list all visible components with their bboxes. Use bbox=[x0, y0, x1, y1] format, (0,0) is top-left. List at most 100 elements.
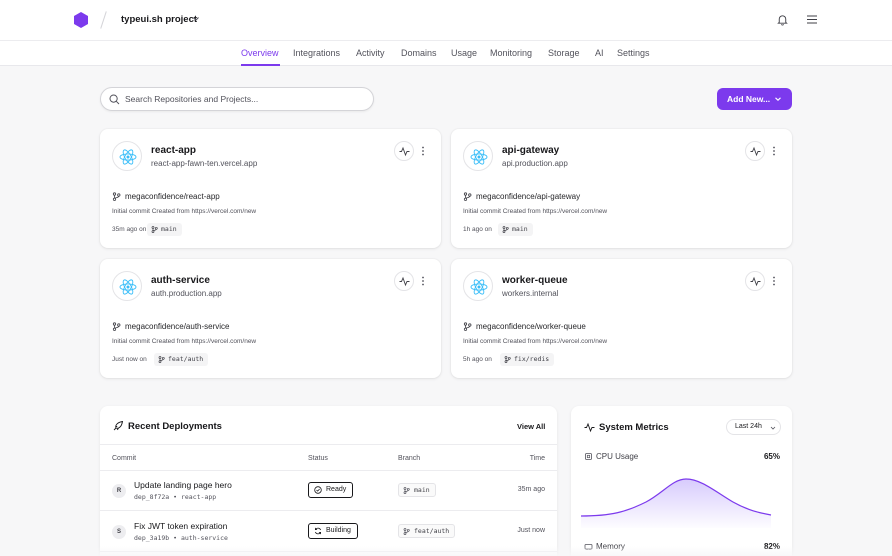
branch-badge[interactable]: main bbox=[498, 223, 533, 236]
project-card[interactable]: api-gateway api.production.app megaconfi… bbox=[451, 129, 792, 248]
more-vertical-icon[interactable] bbox=[771, 275, 777, 287]
cpu-value: 65% bbox=[763, 452, 780, 461]
top-bar: typeui.sh project bbox=[0, 0, 892, 40]
refresh-icon bbox=[315, 527, 321, 535]
search-bar[interactable] bbox=[100, 87, 374, 111]
deployment-id: dep_8f72a • react-app bbox=[134, 493, 217, 501]
memory-value: 82% bbox=[763, 542, 780, 551]
view-all-link[interactable]: View All bbox=[517, 422, 546, 431]
project-card[interactable]: react-app react-app-fawn-ten.vercel.app … bbox=[100, 129, 441, 248]
time-range-value: Last 24h bbox=[735, 423, 762, 430]
deployment-message[interactable]: Fix JWT token expiration bbox=[134, 521, 228, 531]
repository-link[interactable]: megaconfidence/worker-queue bbox=[476, 322, 586, 331]
tab-monitoring[interactable]: Monitoring bbox=[490, 48, 533, 58]
column-header-status: Status bbox=[308, 455, 328, 462]
project-name[interactable]: typeui.sh project bbox=[121, 14, 198, 25]
branch-badge[interactable]: feat/auth bbox=[398, 524, 456, 538]
git-branch-icon bbox=[158, 356, 165, 363]
rocket-icon bbox=[113, 420, 124, 431]
react-logo-avatar bbox=[112, 141, 142, 171]
project-name[interactable]: worker-queue bbox=[502, 275, 568, 286]
hamburger-menu-icon[interactable] bbox=[806, 13, 818, 26]
status-badge: Ready bbox=[308, 482, 354, 498]
git-branch-icon bbox=[403, 487, 410, 494]
column-header-time: Time bbox=[529, 455, 545, 462]
react-atom-icon bbox=[470, 149, 488, 165]
deployment-time: Just now bbox=[517, 527, 545, 534]
bell-icon[interactable] bbox=[776, 13, 789, 26]
activity-button[interactable] bbox=[745, 271, 765, 291]
deployment-time: 35m ago bbox=[517, 486, 545, 493]
branch-name: fix/redis bbox=[514, 355, 550, 363]
project-domain[interactable]: api.production.app bbox=[502, 159, 568, 168]
repository-link[interactable]: megaconfidence/react-app bbox=[125, 192, 220, 201]
branch-badge[interactable]: feat/auth bbox=[154, 353, 209, 366]
chevron-down-icon bbox=[775, 97, 781, 101]
project-card[interactable]: worker-queue workers.internal megaconfid… bbox=[451, 259, 792, 378]
git-branch-icon bbox=[112, 322, 121, 331]
repository-link[interactable]: megaconfidence/api-gateway bbox=[476, 192, 581, 201]
branch-badge[interactable]: main bbox=[398, 483, 436, 497]
project-name[interactable]: api-gateway bbox=[502, 145, 560, 156]
project-name[interactable]: auth-service bbox=[151, 275, 210, 286]
git-branch-icon bbox=[112, 192, 121, 201]
branch-name: main bbox=[512, 225, 528, 233]
tab-ai[interactable]: AI bbox=[595, 48, 604, 58]
table-row[interactable]: S Fix JWT token expiration dep_3a19b • a… bbox=[100, 512, 557, 552]
cpu-area bbox=[581, 479, 771, 528]
activity-pulse-icon bbox=[399, 276, 410, 287]
tab-settings[interactable]: Settings bbox=[617, 48, 650, 58]
activity-button[interactable] bbox=[394, 141, 414, 161]
activity-button[interactable] bbox=[394, 271, 414, 291]
branch-badge[interactable]: fix/redis bbox=[500, 353, 555, 366]
cpu-line bbox=[581, 478, 772, 517]
time-range-select[interactable]: Last 24h bbox=[726, 419, 781, 435]
tab-integrations[interactable]: Integrations bbox=[293, 48, 341, 58]
more-vertical-icon[interactable] bbox=[420, 275, 426, 287]
chevron-down-icon[interactable] bbox=[191, 14, 201, 24]
repository-link[interactable]: megaconfidence/auth-service bbox=[125, 322, 230, 331]
system-metrics-panel: System Metrics Last 24h CPU Usage 65% Me… bbox=[571, 406, 792, 556]
tab-overview[interactable]: Overview bbox=[241, 48, 279, 58]
branch-name: feat/auth bbox=[414, 527, 450, 535]
git-branch-icon bbox=[463, 322, 472, 331]
activity-button[interactable] bbox=[745, 141, 765, 161]
tab-domains[interactable]: Domains bbox=[401, 48, 437, 58]
project-domain[interactable]: auth.production.app bbox=[151, 289, 222, 298]
branch-name: main bbox=[161, 225, 177, 233]
project-domain[interactable]: workers.internal bbox=[502, 289, 559, 298]
activity-pulse-icon bbox=[399, 146, 410, 157]
tab-usage[interactable]: Usage bbox=[451, 48, 478, 58]
react-atom-icon bbox=[470, 279, 488, 295]
tab-activity[interactable]: Activity bbox=[356, 48, 385, 58]
hexagon-logo-icon[interactable] bbox=[74, 12, 88, 28]
check-circle-icon bbox=[314, 486, 322, 494]
divider bbox=[100, 444, 557, 445]
tab-storage[interactable]: Storage bbox=[548, 48, 580, 58]
search-input[interactable] bbox=[125, 91, 365, 107]
column-header-branch: Branch bbox=[398, 455, 421, 462]
activity-pulse-icon bbox=[584, 422, 595, 433]
branch-badge[interactable]: main bbox=[147, 223, 182, 236]
more-vertical-icon[interactable] bbox=[420, 145, 426, 157]
table-row[interactable]: R Update landing page hero dep_8f72a • r… bbox=[100, 471, 557, 511]
more-vertical-icon[interactable] bbox=[771, 145, 777, 157]
column-header-commit: Commit bbox=[112, 455, 137, 462]
project-domain[interactable]: react-app-fawn-ten.vercel.app bbox=[151, 159, 258, 168]
branch-name: main bbox=[414, 486, 430, 494]
project-card[interactable]: auth-service auth.production.app megacon… bbox=[100, 259, 441, 378]
deployment-id: dep_3a19b • auth-service bbox=[134, 534, 228, 542]
deployed-time: 35m ago on bbox=[112, 226, 147, 233]
git-branch-icon bbox=[403, 528, 410, 535]
commit-message: Initial commit Created from https://verc… bbox=[112, 208, 257, 215]
react-atom-icon bbox=[119, 149, 137, 165]
git-branch-icon bbox=[463, 192, 472, 201]
deployed-time: 1h ago on bbox=[463, 226, 492, 233]
divider bbox=[100, 470, 557, 471]
add-new-button[interactable]: Add New... bbox=[717, 88, 792, 110]
project-name[interactable]: react-app bbox=[151, 145, 197, 156]
nav-tabs: Overview Integrations Activity Domains U… bbox=[0, 40, 892, 66]
deployment-message[interactable]: Update landing page hero bbox=[134, 480, 232, 490]
activity-pulse-icon bbox=[750, 276, 761, 287]
deployed-time: Just now on bbox=[112, 356, 147, 363]
